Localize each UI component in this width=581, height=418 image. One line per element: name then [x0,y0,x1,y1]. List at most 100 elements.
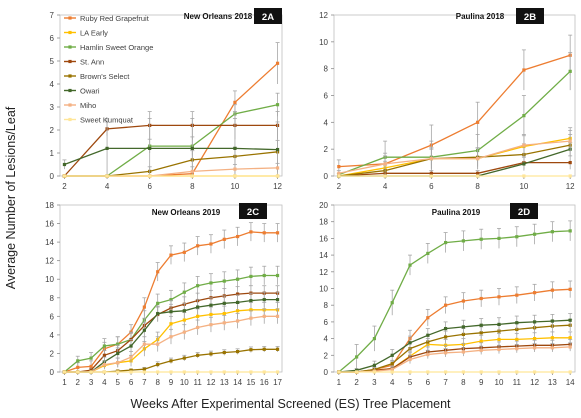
x-tick-label: 4 [390,378,395,387]
series-sweet-kumquat [337,370,572,374]
x-tick-label: 12 [566,182,575,191]
legend-swatch-marker [68,45,72,49]
data-point [568,318,572,322]
data-point [372,370,377,374]
data-point [236,292,240,296]
data-point [182,250,186,254]
series-sweet-kumquat [62,370,280,374]
panel-title: Paulina 2018 [456,12,505,21]
data-point [209,323,213,327]
data-point [568,139,572,143]
data-point [444,326,448,331]
data-point [515,347,519,351]
data-point [222,237,226,241]
series-la-early [337,127,573,178]
data-point [275,231,280,235]
y-tick-label: 2 [324,145,329,154]
x-tick-label: 10 [230,182,239,191]
series-sweet-kumquat [62,174,280,178]
series-sweet-kumquat [337,174,572,178]
x-tick-label: 16 [260,378,269,387]
series-ruby-red-grapefruit [62,222,280,374]
y-tick-label: 0 [324,368,329,377]
legend-label: Miho [80,101,96,110]
series-line [338,288,571,373]
data-point [515,235,519,239]
data-point [156,311,160,316]
data-point [182,370,186,374]
data-point [461,325,465,329]
data-point [249,298,253,303]
data-point [275,273,280,278]
data-point [479,237,483,241]
data-point [390,301,394,305]
data-point [222,370,226,374]
legend-label: Sweet Kumquat [80,116,134,125]
data-point [522,68,526,72]
data-point [76,359,80,363]
data-point [426,251,430,256]
data-point [233,146,237,150]
data-point [249,348,253,352]
data-point [156,342,160,346]
data-point [515,321,519,325]
data-point [148,174,152,178]
x-tick-label: 12 [273,182,282,191]
data-point [102,362,106,367]
data-point [233,174,237,178]
data-point [444,335,448,339]
series-line [64,151,278,177]
y-tick-label: 0 [50,172,55,181]
data-point [568,345,572,349]
data-point [196,353,200,357]
x-tick-label: 11 [513,378,522,387]
data-point [275,174,280,178]
data-point [182,290,186,294]
plot-frame [59,204,283,373]
data-point [222,321,226,325]
legend-label: St. Ann [80,58,104,67]
panel-badge [239,203,267,219]
data-point [497,337,501,342]
x-tick-label: 4 [383,182,388,191]
plot-frame [59,14,283,177]
data-point [476,174,480,178]
x-tick-label: 14 [233,378,242,387]
legend-label: LA Early [80,29,108,38]
data-point [62,174,67,178]
data-point [532,291,537,295]
x-tick-label: 1 [337,378,342,387]
y-tick-label: 10 [319,38,328,47]
series-owari [62,118,280,176]
data-point [209,303,213,307]
data-point [129,368,133,372]
x-tick-label: 6 [426,378,431,387]
panel-badge [516,8,544,24]
data-point [568,174,572,178]
data-point [105,174,109,178]
data-point [249,308,253,312]
data-point [497,295,501,299]
x-tick-label: 8 [155,378,160,387]
y-tick-label: 4 [324,118,329,127]
x-tick-label: 8 [475,182,480,191]
data-point [105,146,109,150]
data-point [550,336,554,340]
data-point [522,174,526,178]
data-point [222,279,226,283]
x-tick-label: 2 [354,378,359,387]
data-point [156,301,160,305]
data-point [209,242,213,246]
data-point [262,370,266,374]
x-tick-label: 2 [62,182,67,191]
data-point [129,355,133,359]
data-point [550,288,554,292]
y-tick-label: 6 [324,92,329,101]
data-point [89,356,93,360]
legend-swatch-marker [68,30,72,35]
data-point [142,342,146,346]
data-point [209,352,213,356]
data-point [550,346,554,350]
